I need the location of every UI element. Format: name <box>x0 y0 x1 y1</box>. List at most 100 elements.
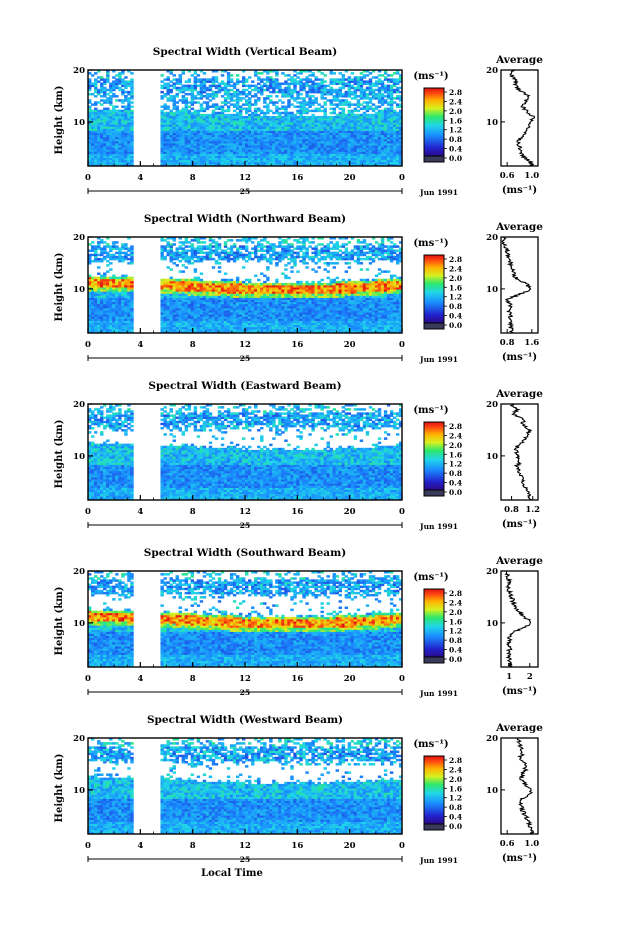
colorbar-tick-label: 0.8 <box>449 636 462 645</box>
colorbar-missing-swatch <box>423 322 445 330</box>
panel-title: Spectral Width (Northward Beam) <box>144 213 346 225</box>
colorbar-tick-label: 1.2 <box>449 460 462 469</box>
colorbar-missing-swatch <box>423 823 445 831</box>
x-tick-label: 4 <box>137 340 143 350</box>
x-tick-label: 4 <box>137 674 143 684</box>
colorbar-unit-label: (ms⁻¹) <box>413 238 448 249</box>
colorbar-tick-label: 2.8 <box>449 589 462 598</box>
colorbar-tick-label: 1.2 <box>449 293 462 302</box>
heatmap-cells <box>88 571 403 668</box>
profile-y-tick-label: 10 <box>486 452 498 462</box>
x-tick-label: 16 <box>291 507 303 517</box>
month-label: Jun 1991 <box>419 188 458 197</box>
x-tick-label: 4 <box>137 507 143 517</box>
colorbar-tick-label: 0.0 <box>449 822 462 831</box>
x-tick-label: 4 <box>137 841 143 851</box>
panel-3: Spectral Width (Eastward Beam) 20 10 Height… <box>54 380 543 531</box>
panel-title: Spectral Width (Vertical Beam) <box>153 46 337 58</box>
profile-y-tick-label: 20 <box>486 567 498 577</box>
month-label: Jun 1991 <box>419 522 458 531</box>
colorbar-tick-label: 2.8 <box>449 88 462 97</box>
profile-frame <box>500 403 539 501</box>
colorbar-tick-label: 2.0 <box>449 107 462 116</box>
day-label: 25 <box>240 688 250 697</box>
profile-line <box>516 737 535 835</box>
profile-y-tick-label: 10 <box>486 285 498 295</box>
colorbar-tick-label: 0.8 <box>449 803 462 812</box>
x-tick-label: 0 <box>85 507 91 517</box>
colorbar-tick-label: 0.4 <box>449 479 462 488</box>
colorbar-tick-label: 2.4 <box>449 431 462 440</box>
profile-frame <box>500 69 539 167</box>
heatmap-cells <box>88 738 403 835</box>
y-tick-label: 20 <box>73 233 85 243</box>
y-tick-label: 10 <box>73 452 85 462</box>
profile-x-axis-label: (ms⁻¹) <box>502 519 537 530</box>
x-tick-label: 16 <box>291 340 303 350</box>
colorbar-tick-label: 0.4 <box>449 813 462 822</box>
profile-title: Average <box>495 388 543 400</box>
colorbar-missing-swatch <box>423 489 445 497</box>
profile-y-tick-label: 10 <box>486 786 498 796</box>
panel-2: Spectral Width (Northward Beam) 20 10 Heigh… <box>54 213 543 364</box>
x-tick-label: 16 <box>291 674 303 684</box>
colorbar-tick-label: 2.4 <box>449 598 462 607</box>
panel-5: Spectral Width (Westward Beam) 20 10 Height… <box>54 714 543 879</box>
x-tick-label: 0 <box>399 674 405 684</box>
day-label: 25 <box>240 855 250 864</box>
colorbar-tick-label: 2.0 <box>449 608 462 617</box>
x-tick-label: 8 <box>190 674 196 684</box>
month-label: Jun 1991 <box>419 689 458 698</box>
x-tick-label: 0 <box>399 841 405 851</box>
y-axis-label: Height (km) <box>54 86 65 155</box>
profile-y-tick-label: 20 <box>486 66 498 76</box>
heatmap-cells <box>88 70 403 167</box>
profile-x-tick-label: 0.8 <box>504 505 519 515</box>
x-tick-label: 20 <box>344 674 356 684</box>
colorbar-unit-label: (ms⁻¹) <box>413 405 448 416</box>
x-axis-label: Local Time <box>201 868 263 879</box>
x-tick-label: 0 <box>85 841 91 851</box>
colorbar-tick-label: 2.4 <box>449 264 462 273</box>
x-tick-label: 0 <box>85 340 91 350</box>
x-tick-label: 0 <box>85 173 91 183</box>
x-tick-label: 8 <box>190 173 196 183</box>
colorbar-missing-swatch <box>423 155 445 163</box>
colorbar-tick-label: 2.0 <box>449 441 462 450</box>
profile-title: Average <box>495 555 543 567</box>
profile-x-axis-label: (ms⁻¹) <box>502 686 537 697</box>
colorbar-tick-label: 0.0 <box>449 154 462 163</box>
profile-y-tick-label: 20 <box>486 734 498 744</box>
colorbar-tick-label: 2.8 <box>449 756 462 765</box>
colorbar-tick-label: 0.8 <box>449 469 462 478</box>
x-tick-label: 4 <box>137 173 143 183</box>
x-tick-label: 12 <box>239 674 251 684</box>
heatmap-cells <box>88 404 403 501</box>
profile-x-tick-label: 1.2 <box>525 505 540 515</box>
x-tick-label: 8 <box>190 507 196 517</box>
profile-line <box>509 403 533 501</box>
colorbar-tick-label: 1.2 <box>449 627 462 636</box>
y-axis-label: Height (km) <box>54 587 65 656</box>
profile-title: Average <box>495 722 543 734</box>
colorbar <box>423 755 445 825</box>
panel-title: Spectral Width (Southward Beam) <box>144 547 346 559</box>
colorbar-tick-label: 2.8 <box>449 422 462 431</box>
day-label: 25 <box>240 521 250 530</box>
x-tick-label: 20 <box>344 841 356 851</box>
colorbar-tick-label: 2.4 <box>449 97 462 106</box>
colorbar-tick-label: 0.4 <box>449 646 462 655</box>
profile-line <box>501 236 532 334</box>
y-axis-label: Height (km) <box>54 253 65 322</box>
colorbar-unit-label: (ms⁻¹) <box>413 71 448 82</box>
day-label: 25 <box>240 354 250 363</box>
y-tick-label: 10 <box>73 786 85 796</box>
colorbar-tick-label: 1.6 <box>449 283 462 292</box>
colorbar-tick-label: 2.0 <box>449 775 462 784</box>
y-tick-label: 20 <box>73 400 85 410</box>
profile-title: Average <box>495 54 543 66</box>
profile-x-tick-label: 1.0 <box>524 171 539 181</box>
x-tick-label: 12 <box>239 340 251 350</box>
y-tick-label: 10 <box>73 285 85 295</box>
